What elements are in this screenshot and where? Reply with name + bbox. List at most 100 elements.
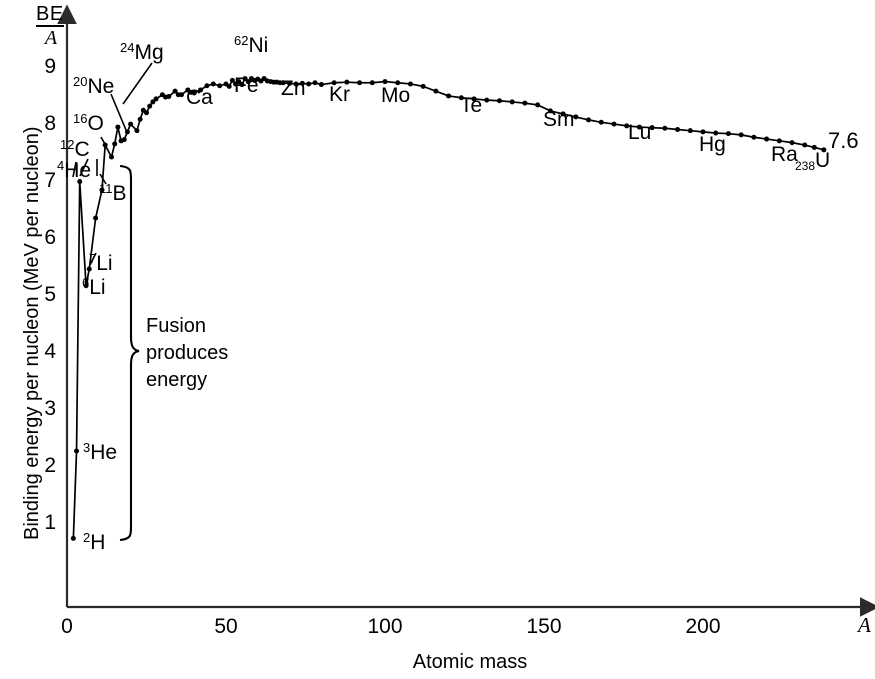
data-point <box>109 154 115 160</box>
data-point <box>776 138 782 144</box>
annotation-o16: 16O <box>73 111 104 135</box>
y-axis-symbol-denominator: A <box>44 27 58 49</box>
data-point <box>204 83 210 89</box>
data-point <box>70 535 76 541</box>
data-point <box>611 121 617 127</box>
data-point <box>178 92 184 98</box>
annotation-li7-symbol: Li <box>96 252 113 275</box>
x-tick-200: 200 <box>685 615 721 638</box>
data-point <box>121 137 127 143</box>
data-point <box>229 77 235 83</box>
data-point <box>802 142 808 148</box>
x-axis-title: Atomic mass <box>412 651 528 673</box>
data-point <box>318 82 324 88</box>
annotation-c12: 12C <box>60 137 90 161</box>
annotation-u238: 238U <box>795 149 831 173</box>
data-point <box>357 80 363 86</box>
x-axis-symbol: A <box>858 613 871 637</box>
data-point <box>166 94 172 100</box>
annotation-u238-mass: 238 <box>795 159 816 173</box>
data-point <box>217 83 223 89</box>
annotation-he3-mass: 3 <box>83 440 91 455</box>
annotation-mg24-symbol: Mg <box>134 41 164 64</box>
data-point <box>458 95 464 101</box>
annotation-kr: Kr <box>329 83 350 106</box>
x-tick-150: 150 <box>526 615 562 638</box>
data-point <box>446 93 452 99</box>
annotation-b11-mass: 11 <box>99 181 113 196</box>
annotation-leader-lines <box>72 62 153 289</box>
annotation-li7: 7Li <box>89 252 113 275</box>
data-point <box>239 82 245 88</box>
data-point <box>331 80 337 86</box>
annotation-mg24: 24Mg <box>120 41 164 64</box>
data-point <box>636 124 642 130</box>
annotation-te: Te <box>460 94 483 117</box>
data-point <box>598 119 604 125</box>
data-point <box>293 81 299 87</box>
data-point <box>420 83 426 89</box>
data-point <box>649 125 655 131</box>
annotation-o16-mass: 16 <box>73 111 88 126</box>
y-tick-1: 1 <box>44 511 56 534</box>
annotation-h2: 2H <box>83 531 106 554</box>
y-tick-8: 8 <box>44 112 56 135</box>
fusion-caption-line2: produces <box>146 342 229 364</box>
annotation-ni62-symbol: Ni <box>248 34 269 57</box>
annotation-mo: Mo <box>381 84 411 107</box>
leader-ne20 <box>110 93 127 131</box>
end-value-label: 7.6 <box>828 128 859 153</box>
annotation-li6-symbol: Li <box>89 276 106 299</box>
leader-mg24 <box>122 62 153 105</box>
data-point <box>586 117 592 123</box>
data-point <box>153 96 159 102</box>
leader-he4-a <box>79 158 89 177</box>
fusion-caption-line1: Fusion <box>146 315 207 337</box>
data-point <box>77 179 83 185</box>
data-point <box>509 99 515 105</box>
data-point <box>112 141 118 147</box>
data-point <box>99 187 105 193</box>
data-point <box>287 80 293 86</box>
data-point <box>74 448 80 454</box>
data-point <box>395 80 401 86</box>
data-point <box>150 99 156 105</box>
leader-li6 <box>85 277 89 289</box>
data-point <box>210 81 216 87</box>
x-tick-0: 0 <box>61 615 73 638</box>
data-point <box>547 108 553 114</box>
annotation-o16-symbol: O <box>87 112 104 135</box>
data-point <box>147 103 153 109</box>
annotation-he4-mass: 4 <box>57 158 65 173</box>
annotation-c12-symbol: C <box>74 138 90 161</box>
data-point <box>751 134 757 140</box>
x-tick-50: 50 <box>214 615 238 638</box>
annotation-ni62-mass: 62 <box>234 33 249 48</box>
data-point <box>124 129 130 135</box>
annotation-he4: 4He <box>57 158 91 181</box>
data-point <box>299 80 305 86</box>
annotation-ne20: 20Ne <box>73 74 114 97</box>
annotation-u238-symbol: U <box>815 149 831 172</box>
annotation-h2-symbol: H <box>90 531 106 554</box>
annotation-he3: 3He <box>83 440 118 464</box>
annotation-ni62: 62Ni <box>234 33 269 57</box>
data-point <box>134 128 140 134</box>
annotation-ne20-mass: 20 <box>73 74 88 89</box>
data-point <box>369 80 375 86</box>
fusion-brace <box>119 164 140 542</box>
data-point <box>738 132 744 138</box>
data-point <box>226 83 232 89</box>
annotation-c12-mass: 12 <box>60 137 75 152</box>
data-point <box>280 80 286 86</box>
annotation-lu: Lu <box>628 121 652 144</box>
data-point <box>535 102 541 108</box>
annotation-he3-symbol: He <box>90 441 118 464</box>
leader-li7 <box>89 252 97 266</box>
data-point <box>115 124 121 130</box>
data-point <box>675 126 681 132</box>
data-point <box>522 100 528 106</box>
data-point <box>764 136 770 142</box>
